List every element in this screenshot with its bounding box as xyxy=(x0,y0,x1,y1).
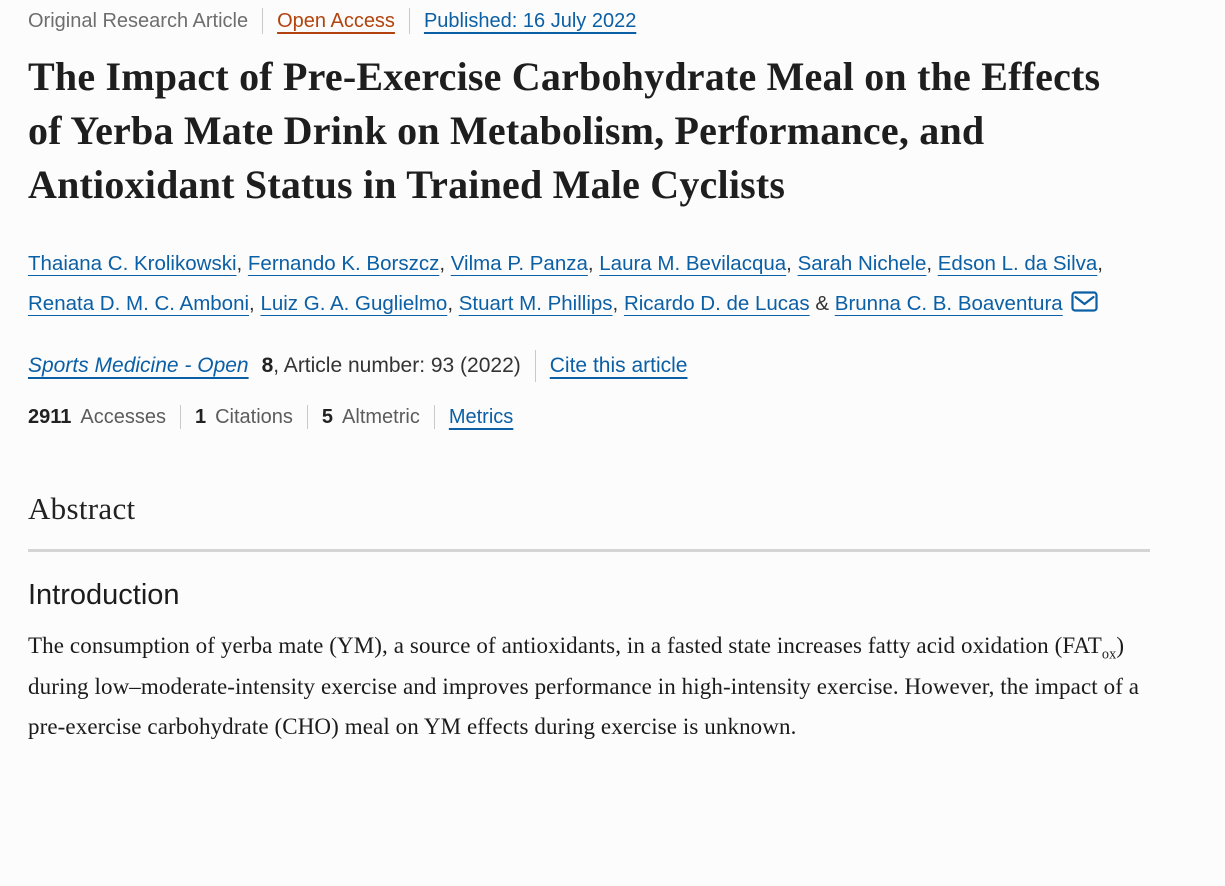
separator xyxy=(408,8,410,34)
author-separator: , xyxy=(447,292,459,315)
article-title: The Impact of Pre-Exercise Carbohydrate … xyxy=(28,54,1101,207)
abstract-heading: Abstract xyxy=(28,491,136,526)
journal-citation-line: Sports Medicine - Open 8 , Article numbe… xyxy=(28,350,1155,382)
author-link[interactable]: Vilma P. Panza xyxy=(450,252,588,275)
journal-link[interactable]: Sports Medicine - Open xyxy=(28,354,249,377)
author-list: Thaiana C. Krolikowski, Fernando K. Bors… xyxy=(28,244,1148,326)
author-link[interactable]: Stuart M. Phillips xyxy=(458,292,613,315)
author-separator: , xyxy=(236,252,248,275)
cite-this-article-link[interactable]: Cite this article xyxy=(549,354,688,377)
author-link[interactable]: Brunna C. B. Boaventura xyxy=(834,292,1063,315)
section-divider xyxy=(28,549,1150,552)
article-page: Original Research Article Open Access Pu… xyxy=(28,8,1155,748)
altmetric-label: Altmetric xyxy=(342,405,420,428)
accesses-label: Accesses xyxy=(80,405,166,428)
altmetric-count: 5 xyxy=(321,405,334,428)
author-link[interactable]: Thaiana C. Krolikowski xyxy=(28,252,237,275)
author-separator: , xyxy=(786,252,798,275)
accesses-count: 2911 xyxy=(28,405,72,428)
introduction-paragraph: The consumption of yerba mate (YM), a so… xyxy=(28,626,1150,748)
author-link[interactable]: Edson L. da Silva xyxy=(937,252,1098,275)
separator xyxy=(433,405,435,429)
author-link[interactable]: Fernando K. Borszcz xyxy=(247,252,440,275)
author-separator: , xyxy=(439,252,451,275)
article-meta-line: Original Research Article Open Access Pu… xyxy=(28,8,1155,34)
journal-volume: 8 xyxy=(261,354,274,377)
separator xyxy=(179,405,181,429)
author-separator: , xyxy=(249,292,261,315)
author-separator: , xyxy=(926,252,938,275)
author-link[interactable]: Luiz G. A. Guglielmo xyxy=(260,292,448,315)
separator xyxy=(306,405,308,429)
citations-label: Citations xyxy=(215,405,293,428)
metrics-link[interactable]: Metrics xyxy=(448,405,514,428)
article-type-label: Original Research Article xyxy=(28,10,249,32)
introduction-heading: Introduction xyxy=(28,579,180,611)
author-separator: & xyxy=(809,292,835,315)
author-link[interactable]: Sarah Nichele xyxy=(797,252,927,275)
email-corresponding-author-icon[interactable] xyxy=(1071,286,1098,326)
author-link[interactable]: Renata D. M. C. Amboni xyxy=(28,292,250,315)
published-date-link[interactable]: Published: 16 July 2022 xyxy=(423,10,637,32)
intro-text-before-sub: The consumption of yerba mate (YM), a so… xyxy=(28,633,1102,658)
intro-text-subscript: ox xyxy=(1101,646,1117,663)
separator xyxy=(262,8,264,34)
author-separator: , xyxy=(587,252,600,275)
author-link[interactable]: Ricardo D. de Lucas xyxy=(623,292,810,315)
article-number: , Article number: 93 (2022) xyxy=(273,354,521,377)
intro-text-after-sub: ) during low–moderate-intensity exercise… xyxy=(28,633,1140,739)
author-separator: , xyxy=(1097,252,1103,275)
metrics-line: 2911 Accesses 1 Citations 5 Altmetric Me… xyxy=(28,405,1155,429)
author-link[interactable]: Laura M. Bevilacqua xyxy=(599,252,787,275)
open-access-link[interactable]: Open Access xyxy=(277,10,395,32)
citations-count: 1 xyxy=(194,405,207,428)
separator xyxy=(534,350,536,382)
author-links: Thaiana C. Krolikowski, Fernando K. Bors… xyxy=(28,252,1103,315)
author-separator: , xyxy=(612,292,624,315)
